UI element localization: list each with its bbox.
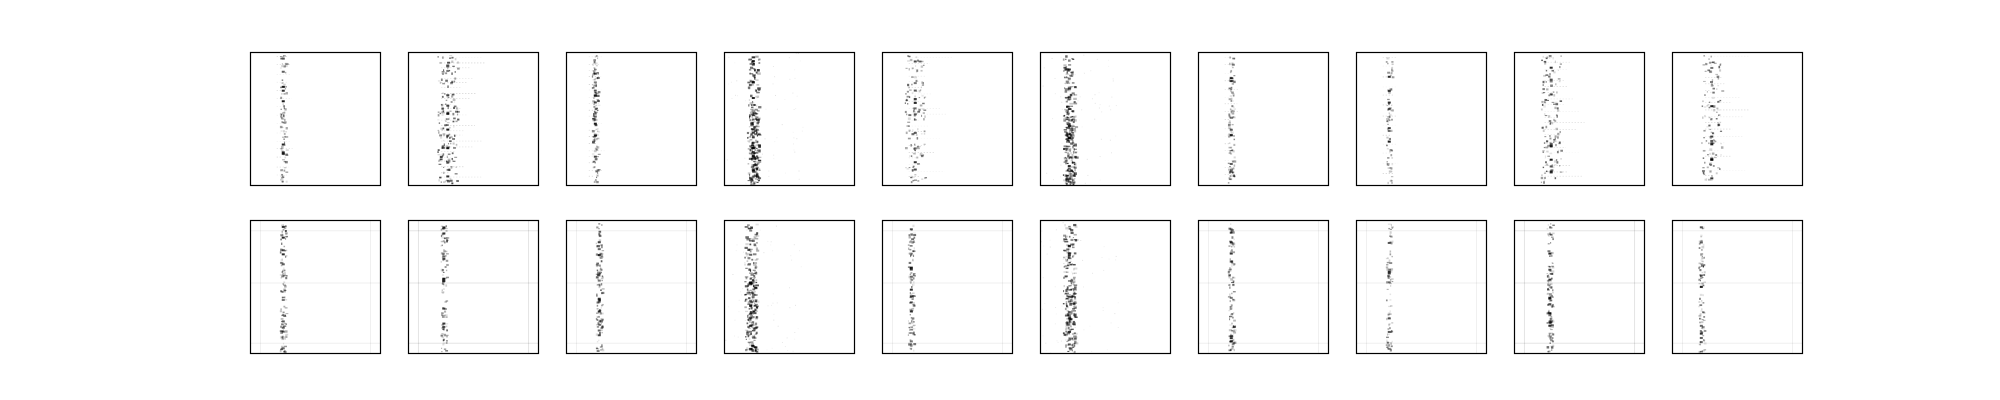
panel-background xyxy=(724,52,855,186)
panel-r1-c10 xyxy=(1671,51,1804,187)
panel-image xyxy=(250,220,381,354)
panel-background xyxy=(566,52,697,186)
panel-frame xyxy=(565,219,698,355)
panel-frame xyxy=(1197,51,1330,187)
panel-frame xyxy=(723,51,856,187)
panel-image xyxy=(408,220,539,354)
panel-background xyxy=(1672,220,1803,354)
panel-image xyxy=(1356,220,1487,354)
panel-background xyxy=(408,220,539,354)
panel-frame xyxy=(407,219,540,355)
panel-image xyxy=(726,52,804,186)
panel-image xyxy=(276,55,293,183)
panel-frame xyxy=(881,219,1014,355)
panel-background xyxy=(250,220,381,354)
panel-frame xyxy=(1513,219,1646,355)
panel-r2-c10 xyxy=(1671,219,1804,355)
panel-r1-c9 xyxy=(1513,51,1646,187)
panel-r1-c5 xyxy=(881,51,1014,187)
panel-image xyxy=(1042,52,1117,186)
panel-image xyxy=(1224,56,1239,184)
panel-background xyxy=(1514,52,1645,186)
panel-image xyxy=(725,223,802,354)
panel-r2-c6 xyxy=(1039,219,1172,355)
panel-r2-c7 xyxy=(1197,219,1330,355)
panel-image xyxy=(1382,57,1399,185)
panel-background xyxy=(1356,52,1487,186)
panel-frame xyxy=(1355,219,1488,355)
panel-frame xyxy=(249,51,382,187)
panel-r2-c5 xyxy=(881,219,1014,355)
panel-image xyxy=(1701,55,1750,181)
panel-frame xyxy=(407,51,540,187)
panel-image xyxy=(1540,55,1585,184)
panel-background xyxy=(1198,220,1329,354)
panel-r1-c8 xyxy=(1355,51,1488,187)
panel-r1-c7 xyxy=(1197,51,1330,187)
panel-image xyxy=(1672,220,1803,354)
panel-r1-c6 xyxy=(1039,51,1172,187)
panel-frame xyxy=(1197,219,1330,355)
panel-image xyxy=(566,220,697,354)
panel-image xyxy=(1198,220,1329,354)
panel-background xyxy=(1040,52,1171,186)
panel-background xyxy=(882,52,1013,186)
panel-background xyxy=(408,52,539,186)
panel-frame xyxy=(1671,51,1804,187)
panel-r2-c9 xyxy=(1513,219,1646,355)
panel-frame xyxy=(1039,51,1172,187)
panel-r1-c2 xyxy=(407,51,540,187)
panel-image xyxy=(588,55,605,184)
panel-background xyxy=(724,220,855,354)
panel-frame xyxy=(1355,51,1488,187)
panel-r2-c4 xyxy=(723,219,856,355)
panel-frame xyxy=(1671,219,1804,355)
panel-r1-c1 xyxy=(249,51,382,187)
panel-background xyxy=(250,52,381,186)
panel-r1-c3 xyxy=(565,51,698,187)
panel-background xyxy=(1198,52,1329,186)
panel-image xyxy=(904,55,953,184)
panel-frame xyxy=(1039,219,1172,355)
panel-r2-c3 xyxy=(565,219,698,355)
panel-r2-c8 xyxy=(1355,219,1488,355)
panel-image xyxy=(882,220,1013,354)
panel-image xyxy=(1514,220,1645,354)
panel-r1-c4 xyxy=(723,51,856,187)
panel-background xyxy=(1356,220,1487,354)
panel-r2-c1 xyxy=(249,219,382,355)
panel-background xyxy=(566,220,697,354)
panel-frame xyxy=(1513,51,1646,187)
panel-background xyxy=(1514,220,1645,354)
panel-background xyxy=(1040,220,1171,354)
panel-frame xyxy=(723,219,856,355)
panel-frame xyxy=(249,219,382,355)
panel-background xyxy=(1672,52,1803,186)
panel-frame xyxy=(881,51,1014,187)
panel-image xyxy=(1040,222,1119,354)
panel-background xyxy=(882,220,1013,354)
panel-frame xyxy=(565,51,698,187)
panel-image xyxy=(437,55,485,185)
panel-r2-c2 xyxy=(407,219,540,355)
